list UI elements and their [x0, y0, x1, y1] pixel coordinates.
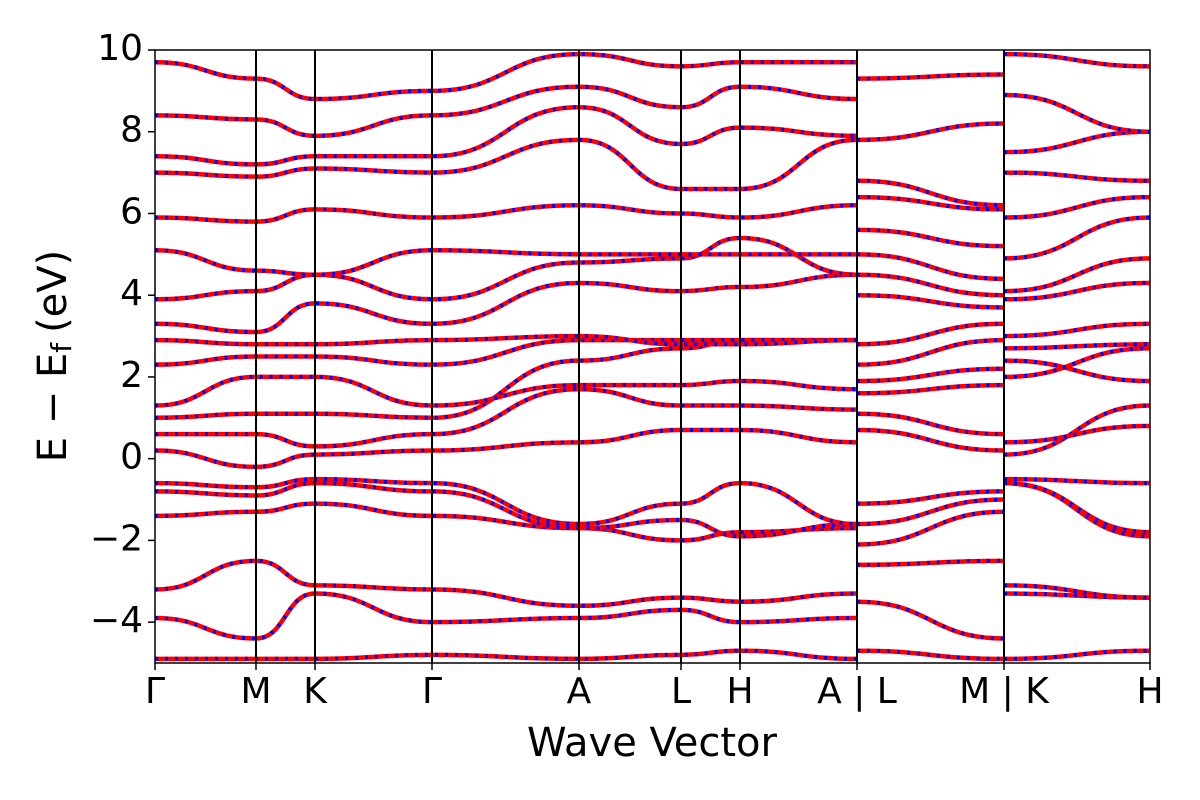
y-tick-label: −2 — [90, 518, 143, 559]
x-tick-label: Γ — [145, 671, 165, 712]
band-line-spin-down — [155, 195, 1150, 249]
band-line-spin-down — [155, 84, 1150, 142]
y-tick-label: 2 — [120, 355, 143, 396]
y-tick-label: 6 — [120, 191, 143, 232]
band-line — [155, 648, 1150, 662]
band-line-spin-down — [155, 338, 1150, 367]
band-line-spin-down — [155, 648, 1150, 661]
band-line-spin-down — [155, 272, 1150, 334]
x-tick-label: A — [567, 671, 592, 712]
band-line-spin-down — [155, 387, 1150, 449]
x-tick-label: L — [671, 671, 691, 712]
y-tick-label: 10 — [97, 28, 143, 69]
plot-frame — [154, 49, 1151, 664]
band-line-spin-down — [155, 481, 1150, 539]
x-tick-label: Γ — [422, 671, 442, 712]
band-line-spin-down — [155, 481, 1150, 547]
band-line — [155, 84, 1150, 143]
y-axis-label: E − Ef (eV) — [30, 250, 78, 463]
y-tick-label: −4 — [90, 600, 143, 641]
x-tick-label: H — [1136, 671, 1163, 712]
y-label-unit: (eV) — [30, 250, 76, 333]
band-line-spin-down — [155, 52, 1150, 102]
y-tick-label: 0 — [120, 437, 143, 478]
band-line-spin-down — [155, 403, 1150, 469]
band-line-spin-down — [155, 558, 1150, 608]
bands — [155, 51, 1150, 662]
x-tick-label: M — [240, 671, 271, 712]
band-line-spin-down — [155, 215, 1150, 281]
band-line-spin-down — [155, 105, 1150, 208]
y-label-main: E − E — [30, 353, 76, 463]
band-line-spin-down — [155, 137, 1150, 212]
y-label-sub: f — [45, 342, 78, 353]
x-axis-label: Wave Vector — [527, 720, 778, 766]
x-tick-label: K — [303, 671, 328, 712]
x-tick-label: M | K — [959, 671, 1050, 712]
y-tick-label: 4 — [120, 273, 143, 314]
band-line — [155, 51, 1150, 102]
band-line-spin-down — [155, 591, 1150, 641]
band-line — [155, 137, 1150, 212]
band-line-spin-down — [155, 321, 1150, 347]
band-line — [155, 386, 1150, 449]
x-tick-label: A | L — [817, 671, 897, 712]
x-tick-label: H — [726, 671, 753, 712]
band-line-spin-down — [155, 346, 1150, 408]
y-tick-label: 8 — [120, 110, 143, 151]
